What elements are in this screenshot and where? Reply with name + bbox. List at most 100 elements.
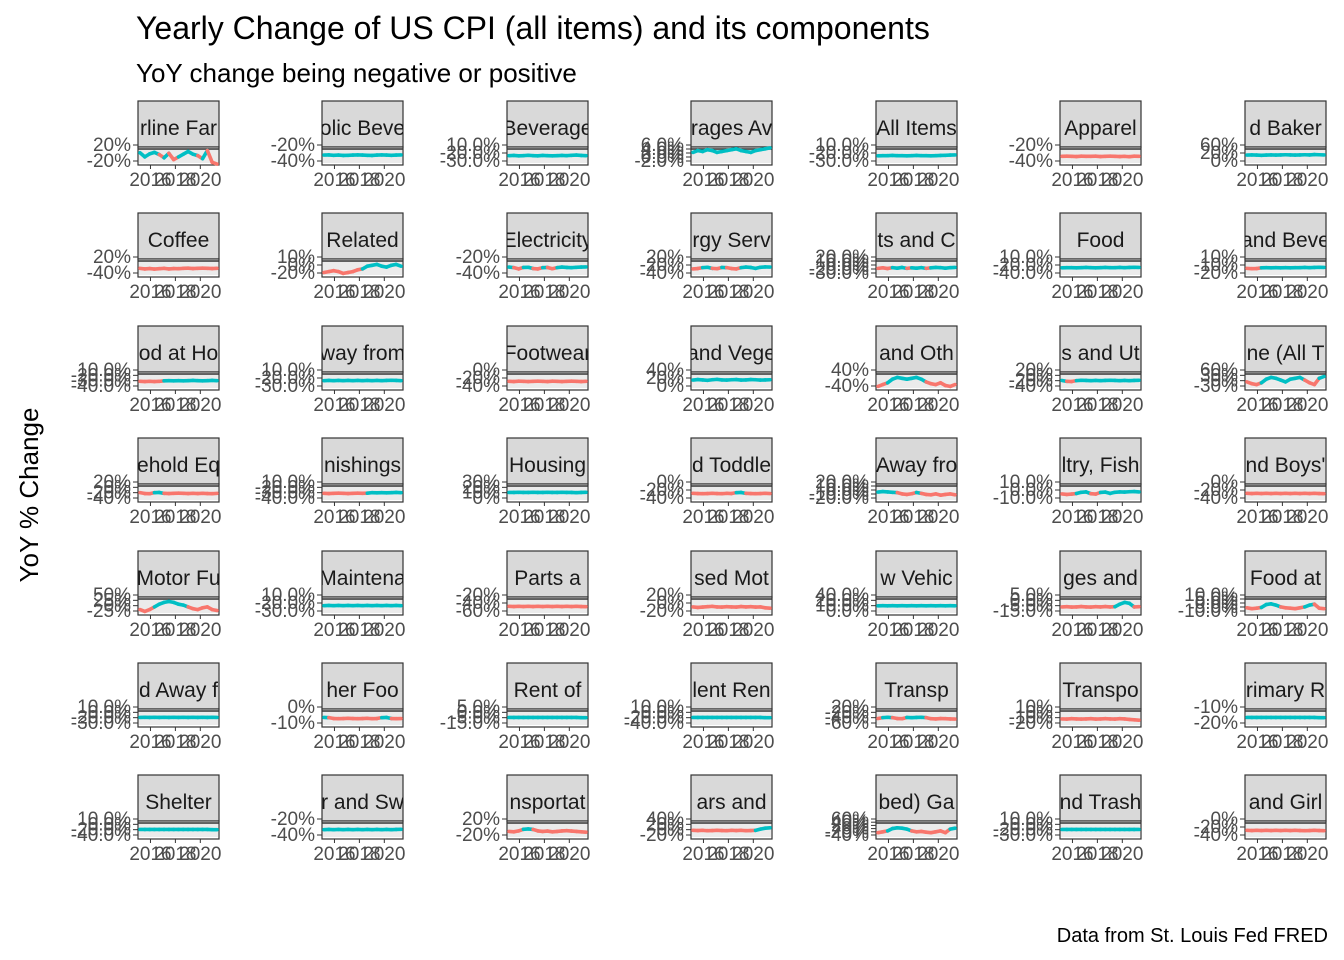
x-tick-label: 2020: [1101, 844, 1143, 865]
y-tick-label: 20%: [831, 815, 869, 836]
x-tick-label: 2018: [523, 282, 565, 303]
x-tick-label: 2018: [154, 620, 196, 641]
facet-strip-label: Coffee: [148, 229, 210, 252]
facet-strip-label: lent Ren: [692, 679, 770, 702]
facet-strip: [506, 550, 589, 598]
x-tick-label: 2018: [1261, 395, 1303, 416]
facet-strip-label: d Baker: [1249, 117, 1321, 140]
y-tick-label: -40%: [456, 376, 500, 397]
y-tick-label: -20%: [1194, 480, 1238, 501]
y-tick-label: 10.0%: [1184, 585, 1238, 606]
y-tick-label: 10%: [277, 247, 315, 268]
y-tick-label: -25%: [87, 601, 131, 622]
y-tick-label: 0%: [473, 488, 501, 509]
data-segment: [394, 262, 403, 269]
y-tick-label: 0%: [657, 593, 685, 614]
y-tick-label: -40.0%: [71, 376, 131, 397]
y-tick-label: 0.0%: [641, 702, 684, 723]
facet-strip-label: d Away f: [139, 679, 218, 702]
y-tick-label: -60%: [456, 601, 500, 622]
x-tick-label: 2020: [1101, 507, 1143, 528]
x-tick-label: 2016: [1236, 282, 1278, 303]
x-tick-label: 2018: [892, 620, 934, 641]
y-tick-label: 0.0%: [641, 147, 684, 168]
y-tick-label: 20%: [93, 247, 131, 268]
facet-strip-label: Housing: [509, 454, 586, 477]
facet-strip: [1059, 212, 1142, 260]
y-tick-label: -40%: [456, 593, 500, 614]
y-tick-label: -40%: [1194, 825, 1238, 846]
y-tick-label: -30%: [1194, 376, 1238, 397]
facet-strip: [690, 325, 773, 373]
y-tick-label: -40.0%: [71, 825, 131, 846]
y-tick-label: 0%: [657, 472, 685, 493]
x-tick-label: 2018: [1261, 732, 1303, 753]
x-tick-label: 2016: [313, 282, 355, 303]
y-tick-label: -5.0%: [1003, 596, 1053, 617]
x-tick-label: 2020: [732, 507, 774, 528]
y-tick-label: -20%: [456, 368, 500, 389]
y-tick-label: -20.0%: [624, 708, 684, 729]
y-tick-label: 10.0%: [999, 472, 1053, 493]
y-tick-label: 20%: [93, 472, 131, 493]
facet-strip: [506, 325, 589, 373]
y-tick-label: 0.0%: [1195, 593, 1238, 614]
y-tick-label: -20.0%: [809, 488, 869, 509]
x-tick-label: 2020: [548, 395, 590, 416]
y-tick-label: -40.0%: [255, 488, 315, 509]
facet-panel: rages Av 6.0%4.0%2.0%0.0%-2.0%20162018202…: [634, 100, 774, 191]
y-tick-label: -20%: [1009, 371, 1053, 392]
x-tick-label: 2020: [1286, 282, 1328, 303]
y-tick-label: 0.0%: [826, 255, 869, 276]
y-tick-label: 10.0%: [630, 697, 684, 718]
x-tick-label: 2016: [498, 620, 540, 641]
data-segment: [210, 607, 219, 613]
facet-strip: [506, 100, 589, 148]
facet-strip-label: Transpo: [1062, 679, 1138, 702]
x-tick-label: 2018: [707, 170, 749, 191]
x-tick-label: 2020: [548, 170, 590, 191]
x-tick-label: 2020: [548, 732, 590, 753]
y-tick-label: -40%: [1194, 488, 1238, 509]
facet-strip: [875, 662, 958, 710]
y-tick-label: 0%: [1211, 371, 1239, 392]
x-tick-label: 2020: [732, 282, 774, 303]
facet-strip-label: Away fro: [876, 454, 957, 477]
x-tick-label: 2020: [179, 282, 221, 303]
x-tick-label: 2020: [363, 395, 405, 416]
y-tick-label: 10%: [1200, 247, 1238, 268]
facet-panel: ts and C20.0%10.0%0.0%-20.0%-30.0%201620…: [809, 212, 959, 303]
y-tick-label: 5.0%: [457, 697, 500, 718]
facet-strip: [690, 550, 773, 598]
y-tick-label: -10.0%: [809, 484, 869, 505]
y-tick-label: -40.0%: [624, 713, 684, 734]
y-tick-label: 20%: [831, 697, 869, 718]
x-tick-label: 2018: [892, 170, 934, 191]
y-tick-label: -20%: [1009, 713, 1053, 734]
y-tick-label: 5.0%: [1010, 585, 1053, 606]
facet-strip-label: rimary R: [1246, 679, 1325, 702]
y-tick-label: 0%: [104, 477, 132, 498]
facet-strip: [1059, 437, 1142, 485]
y-tick-label: -30.0%: [255, 483, 315, 504]
x-tick-label: 2016: [867, 844, 909, 865]
data-segment: [763, 146, 772, 151]
y-tick-label: 0.0%: [826, 601, 869, 622]
x-tick-label: 2016: [867, 732, 909, 753]
facet-strip-label: nd Trash: [1060, 791, 1142, 814]
facet-panel: nd Trash 10.0%0.0%-20.0%-30.0%20162018202…: [993, 774, 1143, 865]
y-tick-label: 0.0%: [88, 702, 131, 723]
y-tick-label: 0%: [657, 820, 685, 841]
x-tick-label: 2016: [129, 844, 171, 865]
y-tick-label: -20%: [825, 822, 869, 843]
x-tick-label: 2016: [682, 507, 724, 528]
